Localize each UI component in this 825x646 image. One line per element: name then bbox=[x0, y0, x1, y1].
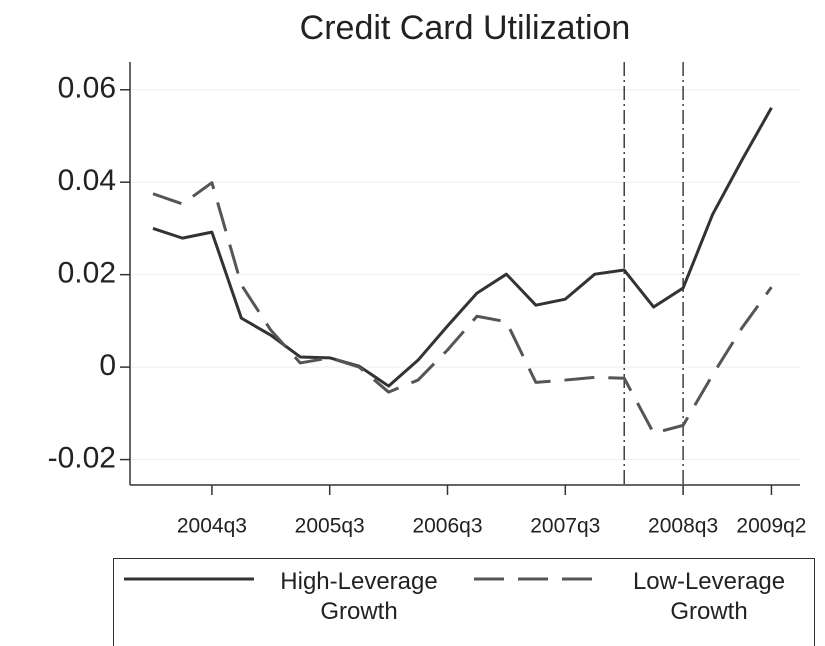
x-tick-label: 2005q3 bbox=[295, 515, 365, 538]
legend-swatch bbox=[474, 577, 604, 581]
legend: High-Leverage Growth Low-Leverage Growth bbox=[113, 558, 815, 646]
y-tick-label: 0.04 bbox=[58, 164, 116, 197]
chart: Credit Card Utilization -0.02 0 0.02 0.04 0.… bbox=[48, 9, 807, 538]
x-tick-label: 2008q3 bbox=[648, 515, 718, 538]
legend-label: Low-Leverage Growth bbox=[632, 568, 786, 625]
chart-title: Credit Card Utilization bbox=[300, 9, 631, 47]
legend-entry: High-Leverage Growth bbox=[124, 567, 464, 627]
x-tick-label: 2009q2 bbox=[736, 515, 806, 538]
series-line bbox=[152, 181, 773, 435]
series-line bbox=[152, 107, 773, 388]
legend-entry: Low-Leverage Growth bbox=[474, 567, 814, 627]
legend-label: High-Leverage Growth bbox=[280, 568, 438, 625]
y-tick-label: 0.02 bbox=[58, 257, 116, 290]
y-tick-label: 0 bbox=[99, 349, 116, 382]
y-tick-label: -0.02 bbox=[48, 441, 116, 474]
legend-swatch bbox=[124, 577, 254, 581]
x-tick-label: 2007q3 bbox=[530, 515, 600, 538]
x-tick-label: 2006q3 bbox=[412, 515, 482, 538]
y-tick-label: 0.06 bbox=[58, 72, 116, 105]
x-tick-label: 2004q3 bbox=[177, 515, 247, 538]
